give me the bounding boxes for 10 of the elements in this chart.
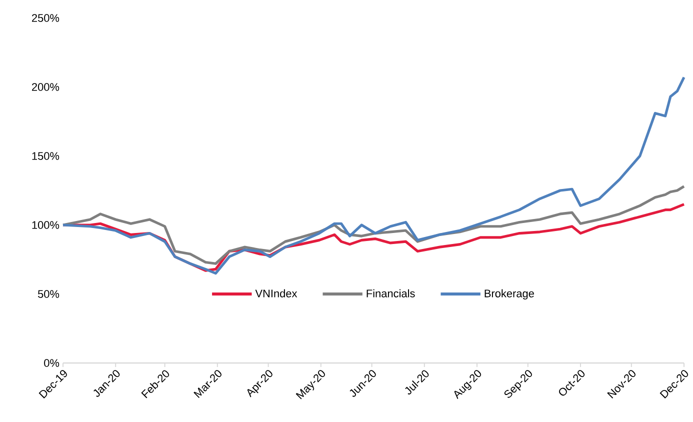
y-tick-label: 250% — [32, 14, 60, 22]
y-tick-label: 0% — [44, 359, 60, 367]
line-series — [62, 76, 686, 275]
legend-label: VNIndex — [255, 289, 298, 298]
legend-label: Brokerage — [484, 289, 534, 300]
y-tick-label: 200% — [32, 83, 60, 91]
y-tick-label: 50% — [38, 290, 60, 298]
y-tick-label: 150% — [32, 152, 60, 160]
legend-label: Financials — [366, 289, 415, 298]
y-tick-label: 100% — [32, 221, 60, 229]
